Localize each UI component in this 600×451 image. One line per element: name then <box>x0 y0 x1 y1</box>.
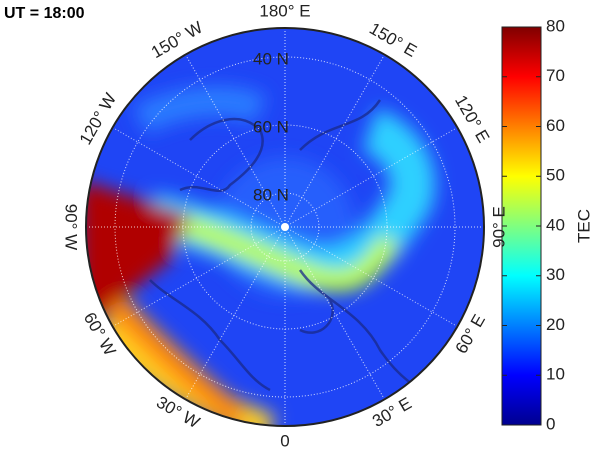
pole-marker <box>281 223 289 231</box>
colorbar-label: TEC <box>574 209 593 243</box>
colorbar-tick-label: 0 <box>546 414 555 433</box>
colorbar-tick-label: 10 <box>546 365 565 384</box>
longitude-line <box>112 127 286 228</box>
colorbar-tick-label: 40 <box>546 215 565 234</box>
colorbar-tick-label: 60 <box>546 116 565 135</box>
longitude-line <box>284 54 385 228</box>
longitude-line <box>185 226 286 400</box>
graticule <box>86 28 484 426</box>
map-frame <box>85 27 485 427</box>
longitude-line <box>284 226 385 400</box>
longitude-label: 90° E <box>489 206 508 248</box>
colorbar-tick-label: 70 <box>546 66 565 85</box>
colorbar-tick-label: 30 <box>546 265 565 284</box>
longitude-line <box>185 54 286 228</box>
longitude-line <box>284 127 458 228</box>
tec-map <box>86 28 484 426</box>
longitude-line <box>112 226 286 327</box>
latitude-label: 40 N <box>253 49 289 68</box>
colorbar-tick-label: 50 <box>546 166 565 185</box>
colorbar-tick-label: 20 <box>546 315 565 334</box>
latitude-label: 60 N <box>253 117 289 136</box>
latitude-label: 80 N <box>253 185 289 204</box>
latitude-ring <box>114 56 456 398</box>
title: UT = 18:00 <box>4 5 85 22</box>
colorbar-tick-label: 80 <box>546 16 565 35</box>
longitude-label: 0 <box>280 431 289 450</box>
longitude-line <box>284 226 458 327</box>
longitude-label: 90° W <box>62 204 81 250</box>
longitude-label: 180° E <box>259 1 310 20</box>
